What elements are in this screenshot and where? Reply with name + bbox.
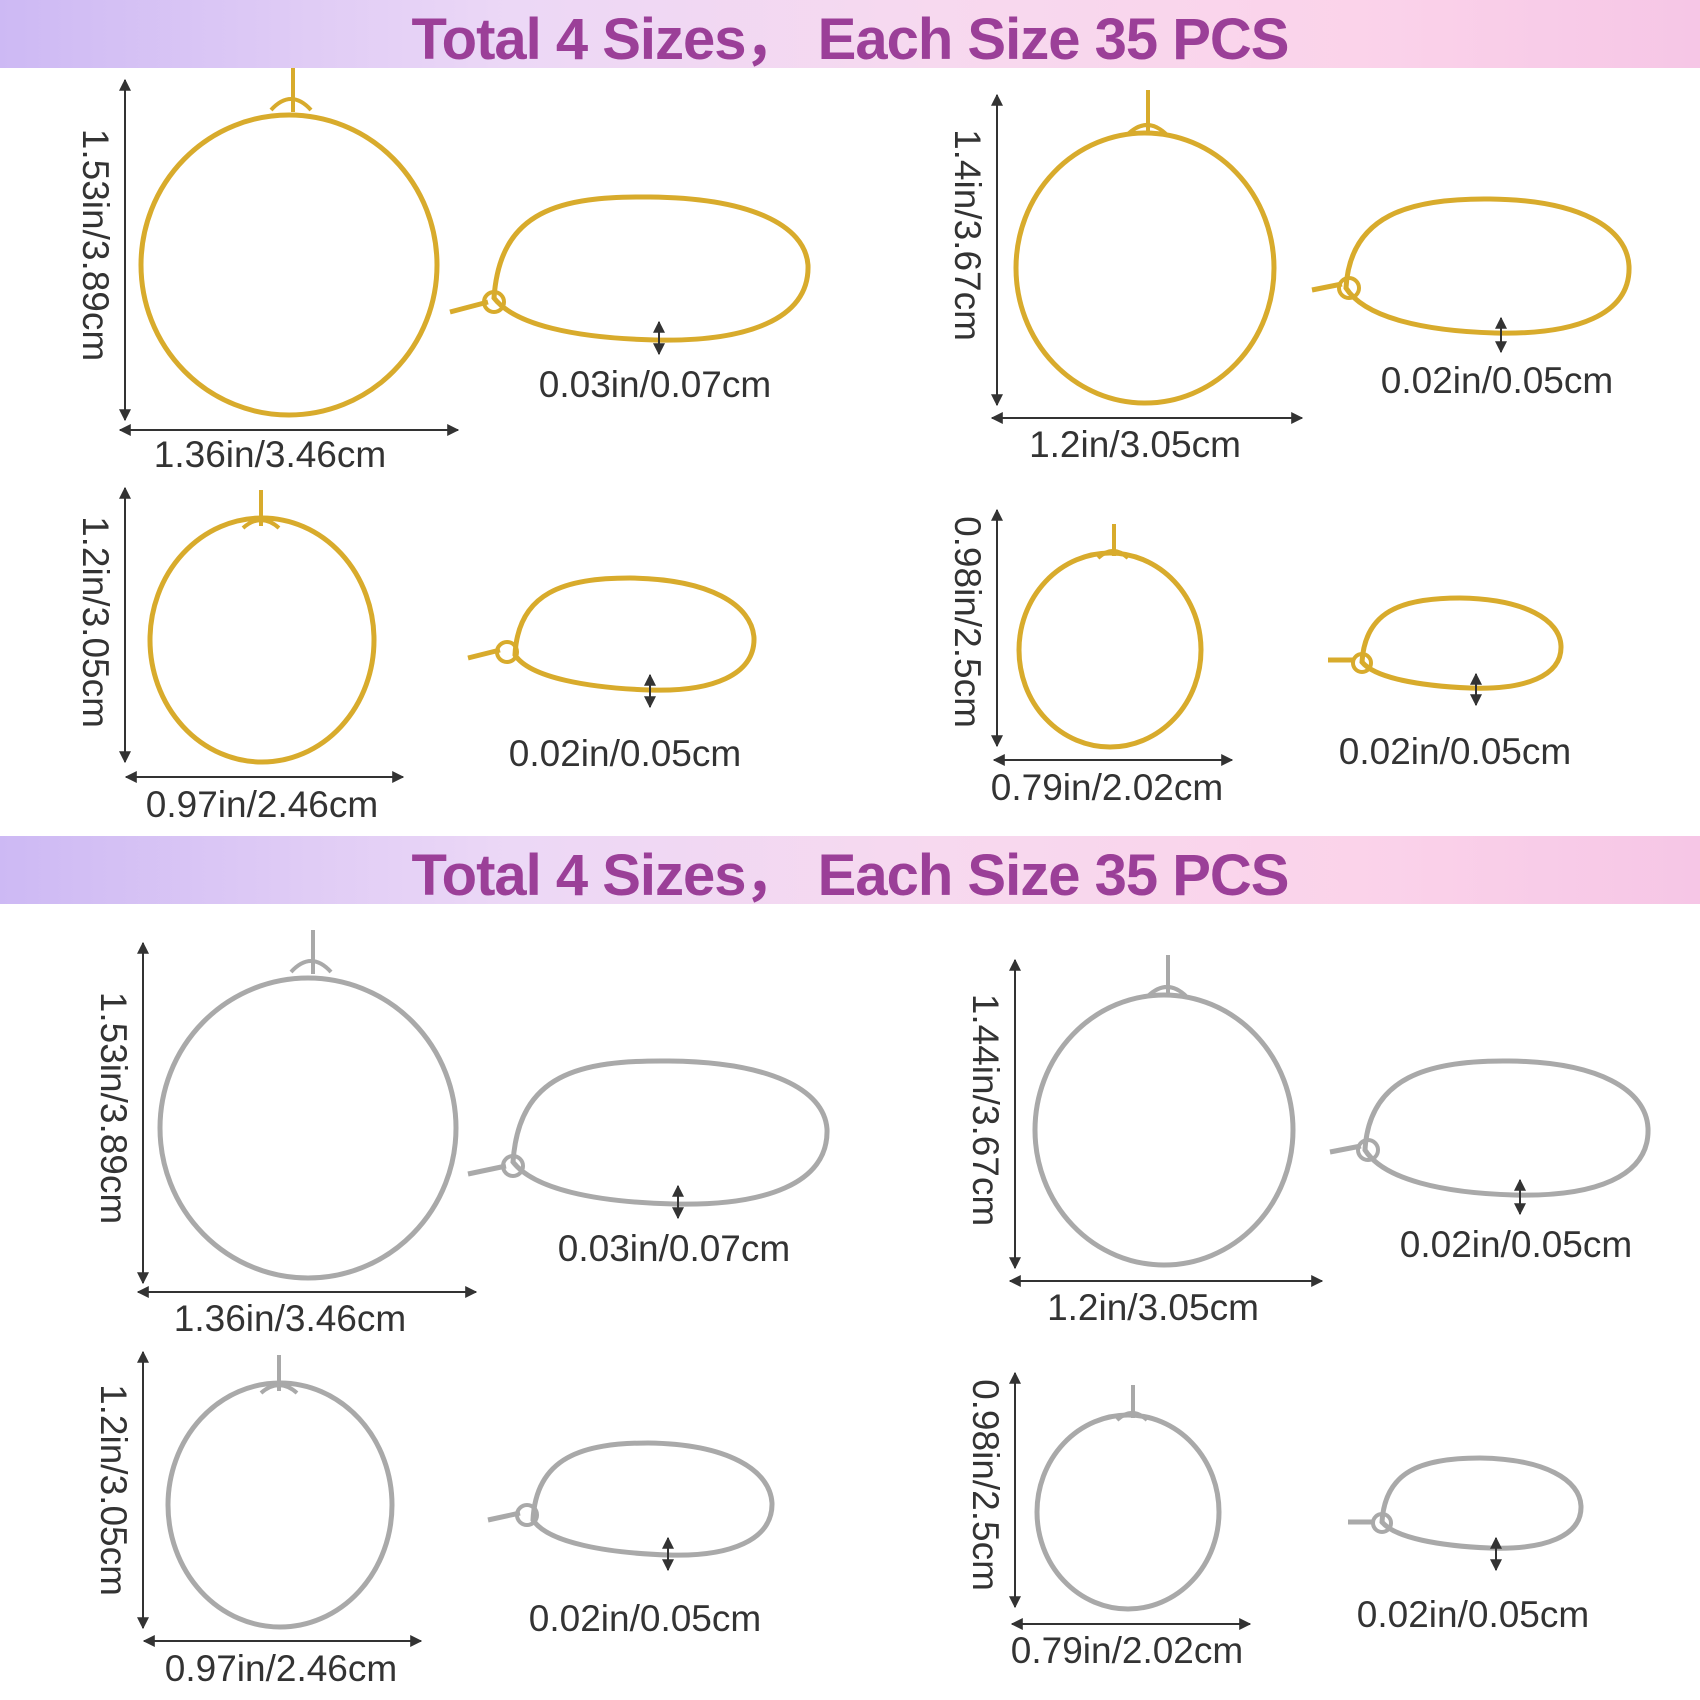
hoop-front: [1034, 1385, 1222, 1612]
height-label: 1.2in/3.05cm: [93, 1384, 134, 1596]
gold-size1: 1.53in/3.89cm 1.36in/3.46cm 0.03in/0.07c…: [75, 68, 811, 475]
height-label: 1.53in/3.89cm: [93, 992, 134, 1224]
hoop-side: [467, 575, 757, 693]
hoop-front: [165, 1355, 395, 1630]
hoop-front: [1013, 90, 1277, 406]
thickness-label: 0.02in/0.05cm: [509, 733, 741, 774]
hoop-side: [1329, 1058, 1651, 1198]
width-label: 0.97in/2.46cm: [146, 784, 378, 825]
hoop-front: [157, 930, 459, 1281]
hoop-side: [1348, 1455, 1584, 1551]
gold-size2: 1.4in/3.67cm 1.2in/3.05cm 0.02in/0.05cm: [947, 90, 1632, 465]
silver-size3: 1.2in/3.05cm 0.97in/2.46cm 0.02in/0.05cm: [93, 1350, 775, 1689]
height-label: 0.98in/2.5cm: [947, 516, 988, 728]
thickness-label: 0.03in/0.07cm: [539, 364, 771, 405]
hoop-side: [449, 194, 811, 343]
hoop-front: [138, 68, 440, 418]
hoop-side: [1328, 595, 1564, 691]
thickness-label: 0.02in/0.05cm: [1381, 360, 1613, 401]
width-label: 1.2in/3.05cm: [1029, 424, 1241, 465]
banner-title: Total 4 Sizes， Each Size 35 PCS: [411, 843, 1290, 908]
width-label: 1.36in/3.46cm: [174, 1298, 406, 1339]
silver-size1: 1.53in/3.89cm 1.36in/3.46cm 0.03in/0.07c…: [93, 930, 830, 1339]
banner-title: Total 4 Sizes， Each Size 35 PCS: [411, 7, 1290, 72]
silver-size4: 0.98in/2.5cm 0.79in/2.02cm 0.02in/0.05cm: [965, 1371, 1589, 1671]
gold-size3: 1.2in/3.05cm 0.97in/2.46cm 0.02in/0.05cm: [75, 486, 757, 825]
height-label: 1.4in/3.67cm: [947, 129, 988, 341]
width-label: 0.79in/2.02cm: [991, 767, 1223, 808]
silver-size2: 1.44in/3.67cm 1.2in/3.05cm 0.02in/0.05cm: [965, 955, 1651, 1328]
height-label: 1.53in/3.89cm: [75, 129, 116, 361]
thickness-label: 0.02in/0.05cm: [1339, 731, 1571, 772]
gold-size4: 0.98in/2.5cm 0.79in/2.02cm 0.02in/0.05cm: [947, 508, 1571, 808]
hoop-front: [1016, 524, 1204, 750]
thickness-label: 0.02in/0.05cm: [1357, 1594, 1589, 1635]
hoop-front: [147, 490, 377, 765]
thickness-label: 0.03in/0.07cm: [558, 1228, 790, 1269]
height-label: 0.98in/2.5cm: [965, 1379, 1006, 1591]
width-label: 1.36in/3.46cm: [154, 434, 386, 475]
height-label: 1.44in/3.67cm: [965, 994, 1006, 1226]
hoop-front: [1032, 955, 1296, 1268]
width-label: 0.79in/2.02cm: [1011, 1630, 1243, 1671]
thickness-label: 0.02in/0.05cm: [1400, 1224, 1632, 1265]
hoop-side: [467, 1058, 830, 1207]
hoop-side: [1311, 196, 1632, 336]
banner-middle: Total 4 Sizes， Each Size 35 PCS: [0, 836, 1700, 908]
width-label: 0.97in/2.46cm: [165, 1648, 397, 1689]
width-label: 1.2in/3.05cm: [1047, 1287, 1259, 1328]
hoop-side: [487, 1440, 775, 1558]
banner-top: Total 4 Sizes， Each Size 35 PCS: [0, 0, 1700, 72]
height-label: 1.2in/3.05cm: [75, 516, 116, 728]
thickness-label: 0.02in/0.05cm: [529, 1598, 761, 1639]
